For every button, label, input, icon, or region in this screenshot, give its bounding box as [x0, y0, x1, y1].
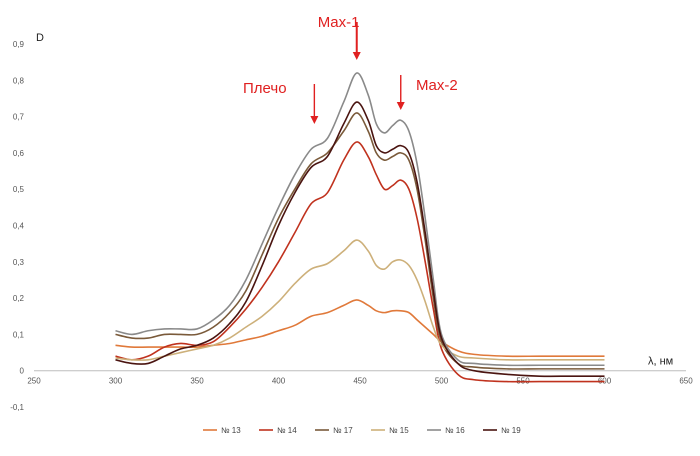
x-tick-label: 500	[435, 377, 449, 386]
series-line	[115, 299, 605, 358]
x-tick-label: 400	[272, 377, 286, 386]
y-tick-label: 0,6	[13, 149, 25, 158]
x-tick-label: 650	[679, 377, 693, 386]
series-line	[115, 101, 605, 378]
legend-label: № 13	[221, 426, 241, 435]
legend-label: № 17	[333, 426, 353, 435]
legend-label: № 14	[277, 426, 297, 435]
y-tick-label: 0	[20, 367, 25, 376]
y-tick-label: 0,1	[13, 330, 25, 339]
legend-label: № 19	[501, 426, 521, 435]
legend-item: № 13	[203, 426, 241, 435]
y-tick-label: -0,1	[10, 403, 24, 412]
y-tick-label: 0,5	[13, 185, 25, 194]
y-tick-label: 0,7	[13, 113, 25, 122]
x-tick-label: 250	[27, 377, 41, 386]
legend: № 13 № 14 № 17 № 15 № 16 № 19	[203, 426, 521, 435]
annotation-layer: Max-1 Плечо Max-2	[243, 14, 458, 124]
legend-item: № 14	[259, 426, 297, 435]
y-tick-label: 0,8	[13, 76, 25, 85]
y-axis-title: D	[36, 32, 44, 44]
series-line	[115, 239, 605, 361]
x-axis-title: λ, нм	[648, 356, 673, 368]
x-tick-label: 600	[598, 377, 612, 386]
x-tick-label: 450	[353, 377, 367, 386]
annotation-arrow-head	[352, 52, 361, 60]
legend-label: № 16	[445, 426, 465, 435]
annotation-label: Max-1	[318, 14, 360, 31]
legend-label: № 15	[389, 426, 409, 435]
legend-item: № 16	[427, 426, 465, 435]
legend-item: № 17	[315, 426, 353, 435]
series-layer	[115, 72, 605, 383]
x-tick-label: 300	[109, 377, 123, 386]
legend-item: № 15	[371, 426, 409, 435]
x-tick-label: 350	[190, 377, 204, 386]
y-tick-label: 0,4	[13, 222, 25, 231]
annotation-arrow-head	[396, 102, 405, 110]
y-tick-label: 0,9	[13, 40, 25, 49]
y-tick-label: 0,3	[13, 258, 25, 267]
y-tick-label: 0,2	[13, 294, 25, 303]
legend-item: № 19	[483, 426, 521, 435]
axes-layer: λ, нм D 250 300 350 400 450 500 550 600 650-0,10…	[10, 32, 693, 412]
annotation-arrow-head	[310, 116, 319, 124]
series-line	[115, 141, 605, 383]
annotation-label: Плечо	[243, 80, 287, 97]
series-line	[115, 72, 605, 367]
annotation-label: Max-2	[416, 77, 458, 94]
